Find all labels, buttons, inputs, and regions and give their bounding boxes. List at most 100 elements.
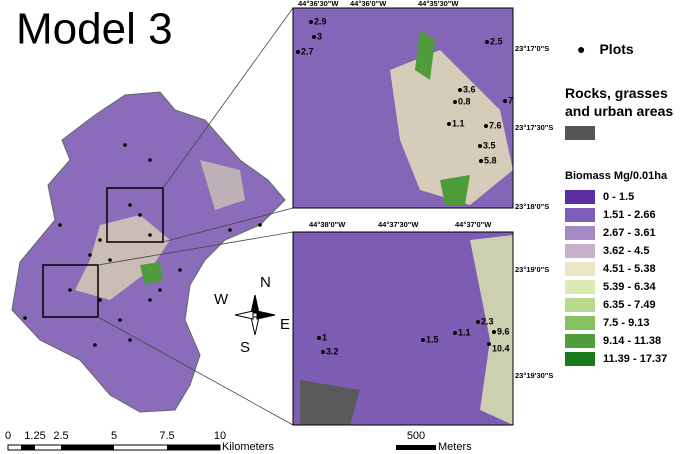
plot-label: 5.8 [484, 155, 497, 165]
legend-row: 11.39 - 17.37 [565, 350, 685, 368]
title: Model 3 [16, 5, 173, 54]
plot-dot [93, 343, 97, 347]
coord-label: 44°37'0"W [455, 220, 492, 229]
inset-frame [292, 231, 514, 426]
legend-label: 4.51 - 5.38 [603, 263, 656, 275]
plot-dot [487, 342, 491, 346]
plot-dot [68, 288, 72, 292]
plot-label: 3 [317, 31, 322, 41]
plot-dot [88, 253, 92, 257]
compass-label: S [240, 339, 250, 356]
legend-swatch [565, 352, 595, 366]
plot-dot [453, 100, 457, 104]
legend-label: 0 - 1.5 [603, 191, 635, 203]
scale-bar [7, 444, 436, 451]
scale-label: 1.25 [24, 430, 45, 442]
plot-dot [108, 258, 112, 262]
plot-label: 2.7 [301, 46, 314, 56]
legend-row: 3.62 - 4.5 [565, 242, 685, 260]
scale-label: 5 [111, 430, 117, 442]
plot-dot [98, 298, 102, 302]
legend-swatch [565, 226, 595, 240]
plot-dot [317, 336, 321, 340]
plot-label: 7.6 [489, 120, 502, 130]
legend-swatch [565, 244, 595, 258]
legend-plots: ● Plots [577, 41, 634, 57]
legend: ● Plots Rocks, grasses and urban areas Bi… [565, 40, 685, 368]
plot-dot [148, 233, 152, 237]
legend-label: 6.35 - 7.49 [603, 299, 656, 311]
plot-dot [123, 143, 127, 147]
legend-label: 11.39 - 17.37 [603, 353, 668, 365]
compass-label: W [214, 291, 229, 308]
plot-label: 3.2 [326, 346, 339, 356]
inset-box [106, 187, 164, 243]
legend-title: Biomass Mg/0.01ha [565, 170, 668, 182]
plot-label: 3.6 [463, 84, 476, 94]
legend-label: 3.62 - 4.5 [603, 245, 650, 257]
legend-swatch [565, 298, 595, 312]
plot-label: 2.5 [490, 36, 503, 46]
plot-dot [118, 318, 122, 322]
compass-label: E [280, 316, 290, 333]
land-cover [470, 235, 513, 425]
plot-dot [492, 330, 496, 334]
plot-dot [453, 331, 457, 335]
land-cover [300, 380, 360, 425]
plot-dot [312, 35, 316, 39]
coord-label: 44°36'30"W [298, 0, 339, 8]
scale-label: 0 [5, 430, 11, 442]
legend-swatch [565, 208, 595, 222]
plot-dot [128, 203, 132, 207]
scale-label: 10 [214, 430, 226, 442]
land-cover [200, 160, 245, 210]
legend-swatch [565, 334, 595, 348]
legend-row: 2.67 - 3.61 [565, 224, 685, 242]
compass-label: N [260, 274, 271, 291]
legend-swatch [565, 262, 595, 276]
plot-dot [98, 238, 102, 242]
plot-dot [296, 50, 300, 54]
plot-dot [479, 159, 483, 163]
plot-label: 2.9 [314, 16, 327, 26]
plot-dot [178, 268, 182, 272]
legend-label: 1.51 - 2.66 [603, 209, 656, 221]
inset-frame [292, 7, 514, 209]
coord-label: 44°38'0"W [309, 220, 346, 229]
legend-label: 7.5 - 9.13 [603, 317, 650, 329]
legend-row: 0 - 1.5 [565, 188, 685, 206]
land-cover [140, 262, 163, 285]
inset-box [42, 264, 99, 318]
plot-dot [228, 228, 232, 232]
legend-row: 6.35 - 7.49 [565, 296, 685, 314]
plot-label: 10.4 [492, 343, 510, 353]
plot-dot [421, 338, 425, 342]
plot-dot [478, 144, 482, 148]
coord-label: 23°18'0"S [515, 202, 549, 211]
scale-label: 2.5 [53, 430, 68, 442]
plot-label: 1 [322, 332, 327, 342]
plot-dot [503, 99, 507, 103]
legend-row: 9.14 - 11.38 [565, 332, 685, 350]
compass [234, 294, 276, 336]
scale-unit: Meters [438, 441, 472, 453]
plot-dot [476, 320, 480, 324]
legend-swatch [565, 190, 595, 204]
legend-row: 7.5 - 9.13 [565, 314, 685, 332]
plot-dot [138, 213, 142, 217]
legend-label: Plots [599, 41, 634, 57]
legend-row: 5.39 - 6.34 [565, 278, 685, 296]
plot-dot [128, 338, 132, 342]
plot-dot [309, 20, 313, 24]
plot-dot [447, 122, 451, 126]
plot-dot [458, 88, 462, 92]
leader-lines [97, 7, 294, 426]
plot-dot [148, 158, 152, 162]
plot-label: 9.6 [497, 326, 510, 336]
plot-label: 1.1 [458, 327, 471, 337]
plot-dot [148, 298, 152, 302]
plot-dot [485, 40, 489, 44]
legend-label: Rocks, grasses and urban areas [565, 85, 674, 119]
legend-swatch [565, 316, 595, 330]
